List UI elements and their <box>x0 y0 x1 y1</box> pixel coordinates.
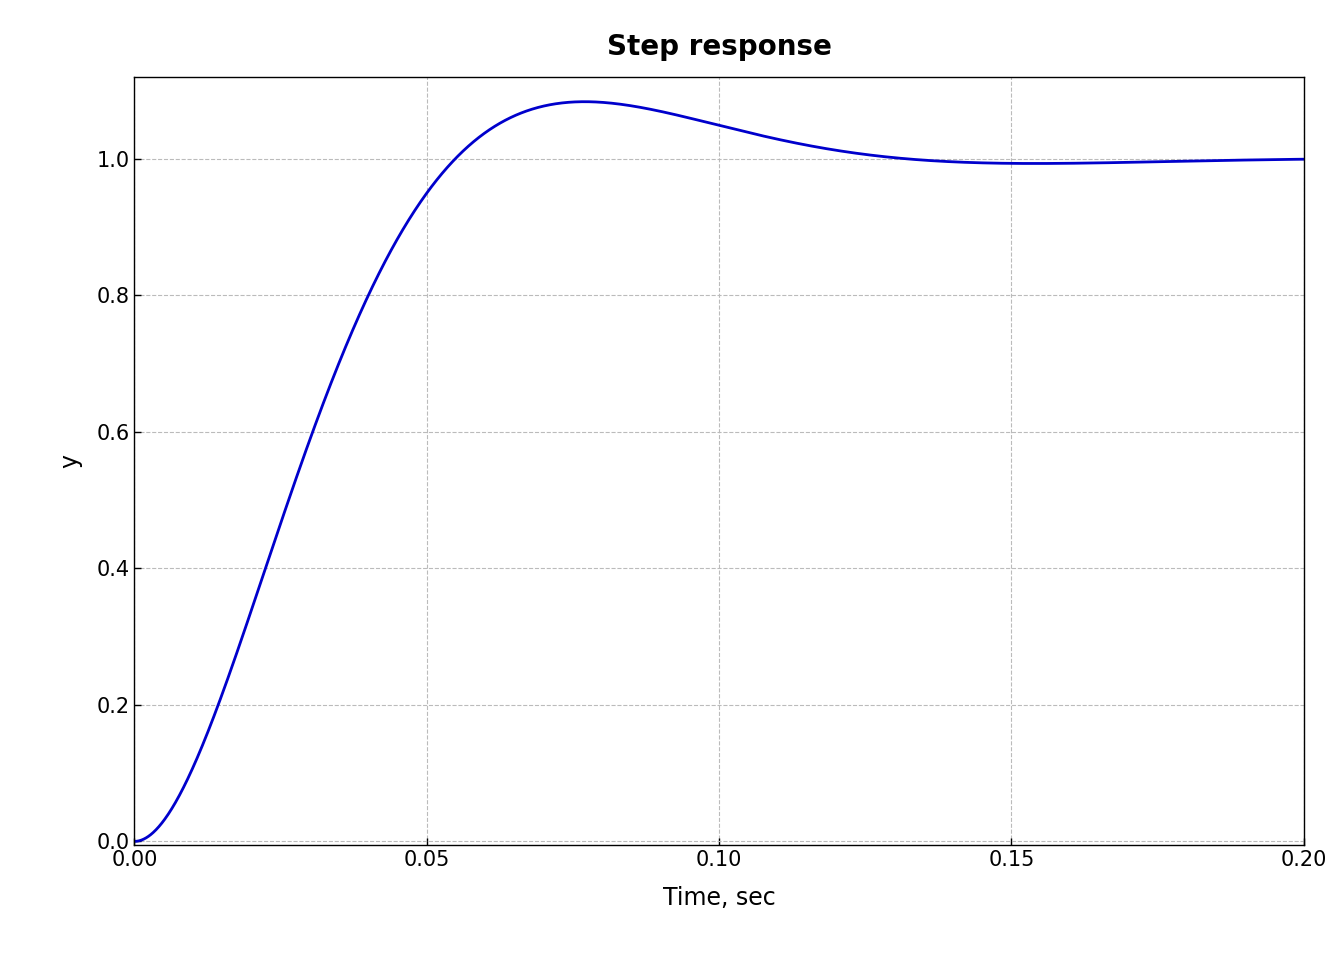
X-axis label: Time, sec: Time, sec <box>663 886 775 910</box>
Title: Step response: Step response <box>606 33 832 60</box>
Y-axis label: y: y <box>58 454 82 468</box>
